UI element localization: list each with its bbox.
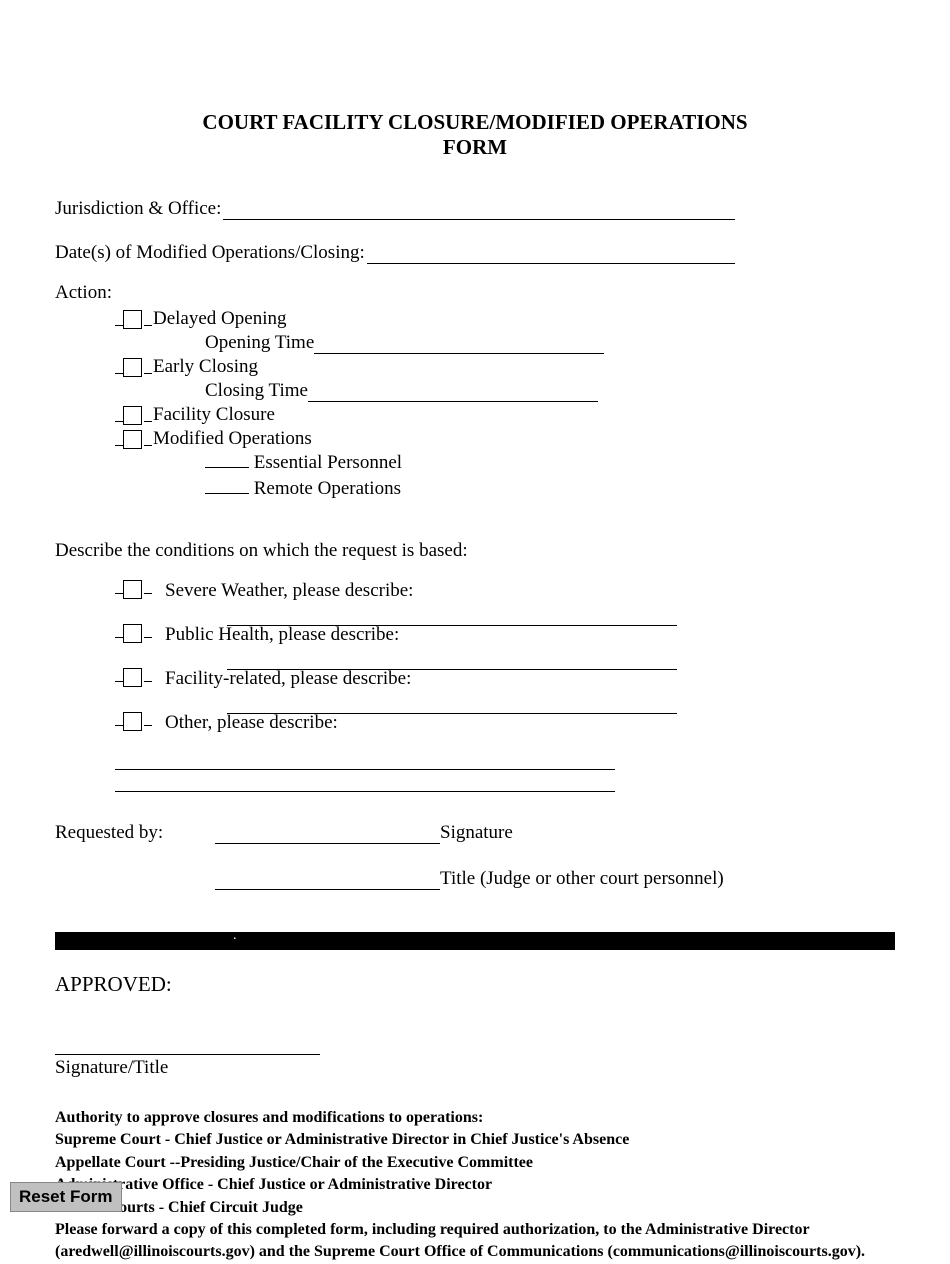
- checkbox-trail: [144, 408, 152, 422]
- divider-bar: .: [55, 932, 895, 950]
- checkbox-lead: [115, 312, 123, 326]
- other-line-1[interactable]: [115, 752, 615, 770]
- requested-by-label: Requested by:: [55, 822, 215, 844]
- checkbox-trail: [144, 580, 152, 594]
- checkbox-lead: [115, 360, 123, 374]
- checkbox-early-closing[interactable]: [123, 358, 142, 377]
- authority-block: Authority to approve closures and modifi…: [55, 1107, 895, 1264]
- checkbox-facility-related[interactable]: [123, 668, 142, 687]
- checkbox-trail: [144, 668, 152, 682]
- opening-time-row: Opening Time: [205, 332, 895, 354]
- closing-time-row: Closing Time: [205, 380, 895, 402]
- sub-essential-personnel: Essential Personnel: [205, 452, 895, 474]
- authority-line-1: Supreme Court - Chief Justice or Adminis…: [55, 1129, 895, 1151]
- condition-facility-related: Facility-related, please describe:: [115, 668, 895, 714]
- checkbox-trail: [144, 360, 152, 374]
- public-health-label: Public Health, please describe:: [165, 624, 399, 646]
- checkbox-lead: [115, 580, 123, 594]
- checkbox-delayed-opening[interactable]: [123, 310, 142, 329]
- condition-public-health: Public Health, please describe:: [115, 624, 895, 670]
- checkbox-lead: [115, 624, 123, 638]
- action-early-closing: Early Closing: [115, 356, 895, 378]
- remote-operations-text: Remote Operations: [254, 478, 401, 499]
- other-line-2[interactable]: [115, 774, 615, 792]
- conditions-intro: Describe the conditions on which the req…: [55, 540, 895, 562]
- closing-time-label: Closing Time: [205, 380, 308, 402]
- action-delayed-opening: Delayed Opening: [115, 308, 895, 330]
- checkbox-trail: [144, 712, 152, 726]
- sub-remote-operations: Remote Operations: [205, 478, 895, 500]
- bar-dot: .: [233, 928, 237, 944]
- jurisdiction-label: Jurisdiction & Office:: [55, 198, 221, 220]
- action-facility-closure: Facility Closure: [115, 404, 895, 426]
- signature-title-label: Signature/Title: [55, 1057, 895, 1079]
- blank-line[interactable]: [205, 454, 249, 468]
- authority-line-3: Administrative Office - Chief Justice or…: [55, 1174, 895, 1196]
- condition-other: Other, please describe:: [115, 712, 895, 734]
- authority-forward: Please forward a copy of this completed …: [55, 1219, 895, 1264]
- approved-signature-line[interactable]: [55, 1037, 320, 1055]
- closing-time-input-line[interactable]: [308, 388, 598, 402]
- checkbox-public-health[interactable]: [123, 624, 142, 643]
- dates-row: Date(s) of Modified Operations/Closing:: [55, 242, 735, 264]
- opening-time-label: Opening Time: [205, 332, 314, 354]
- jurisdiction-input-line[interactable]: [223, 202, 735, 220]
- checkbox-facility-closure[interactable]: [123, 406, 142, 425]
- checkbox-severe-weather[interactable]: [123, 580, 142, 599]
- title-input-line[interactable]: [215, 872, 440, 890]
- delayed-opening-text: Delayed Opening: [153, 308, 286, 330]
- essential-personnel-text: Essential Personnel: [254, 452, 402, 473]
- dates-input-line[interactable]: [367, 246, 735, 264]
- authority-line-4: Circuit Courts - Chief Circuit Judge: [55, 1197, 895, 1219]
- checkbox-lead: [115, 408, 123, 422]
- checkbox-modified-operations[interactable]: [123, 430, 142, 449]
- reset-form-button[interactable]: Reset Form: [10, 1182, 122, 1212]
- condition-severe-weather: Severe Weather, please describe:: [115, 580, 895, 626]
- checkbox-trail: [144, 432, 152, 446]
- severe-weather-label: Severe Weather, please describe:: [165, 580, 413, 602]
- blank-line[interactable]: [205, 480, 249, 494]
- authority-heading: Authority to approve closures and modifi…: [55, 1107, 895, 1129]
- title-label: Title (Judge or other court personnel): [440, 868, 724, 890]
- action-label: Action:: [55, 282, 895, 304]
- opening-time-input-line[interactable]: [314, 340, 604, 354]
- approved-label: APPROVED:: [55, 972, 895, 997]
- checkbox-lead: [115, 668, 123, 682]
- jurisdiction-row: Jurisdiction & Office:: [55, 198, 735, 220]
- checkbox-lead: [115, 432, 123, 446]
- early-closing-text: Early Closing: [153, 356, 258, 378]
- other-description-lines: [115, 752, 895, 792]
- action-modified-operations: Modified Operations: [115, 428, 895, 450]
- facility-closure-text: Facility Closure: [153, 404, 275, 426]
- checkbox-lead: [115, 712, 123, 726]
- requested-by-row: Requested by: Signature: [55, 822, 895, 844]
- dates-label: Date(s) of Modified Operations/Closing:: [55, 242, 365, 264]
- action-list: Delayed Opening Opening Time Early Closi…: [115, 308, 895, 500]
- checkbox-trail: [144, 624, 152, 638]
- checkbox-trail: [144, 312, 152, 326]
- other-label: Other, please describe:: [165, 712, 338, 734]
- signature-label: Signature: [440, 822, 513, 844]
- modified-operations-text: Modified Operations: [153, 428, 312, 450]
- title-row: Title (Judge or other court personnel): [55, 868, 895, 890]
- form-title: COURT FACILITY CLOSURE/MODIFIED OPERATIO…: [55, 110, 895, 160]
- condition-list: Severe Weather, please describe: Public …: [115, 580, 895, 734]
- facility-related-label: Facility-related, please describe:: [165, 668, 411, 690]
- signature-input-line[interactable]: [215, 826, 440, 844]
- checkbox-other[interactable]: [123, 712, 142, 731]
- authority-line-2: Appellate Court --Presiding Justice/Chai…: [55, 1152, 895, 1174]
